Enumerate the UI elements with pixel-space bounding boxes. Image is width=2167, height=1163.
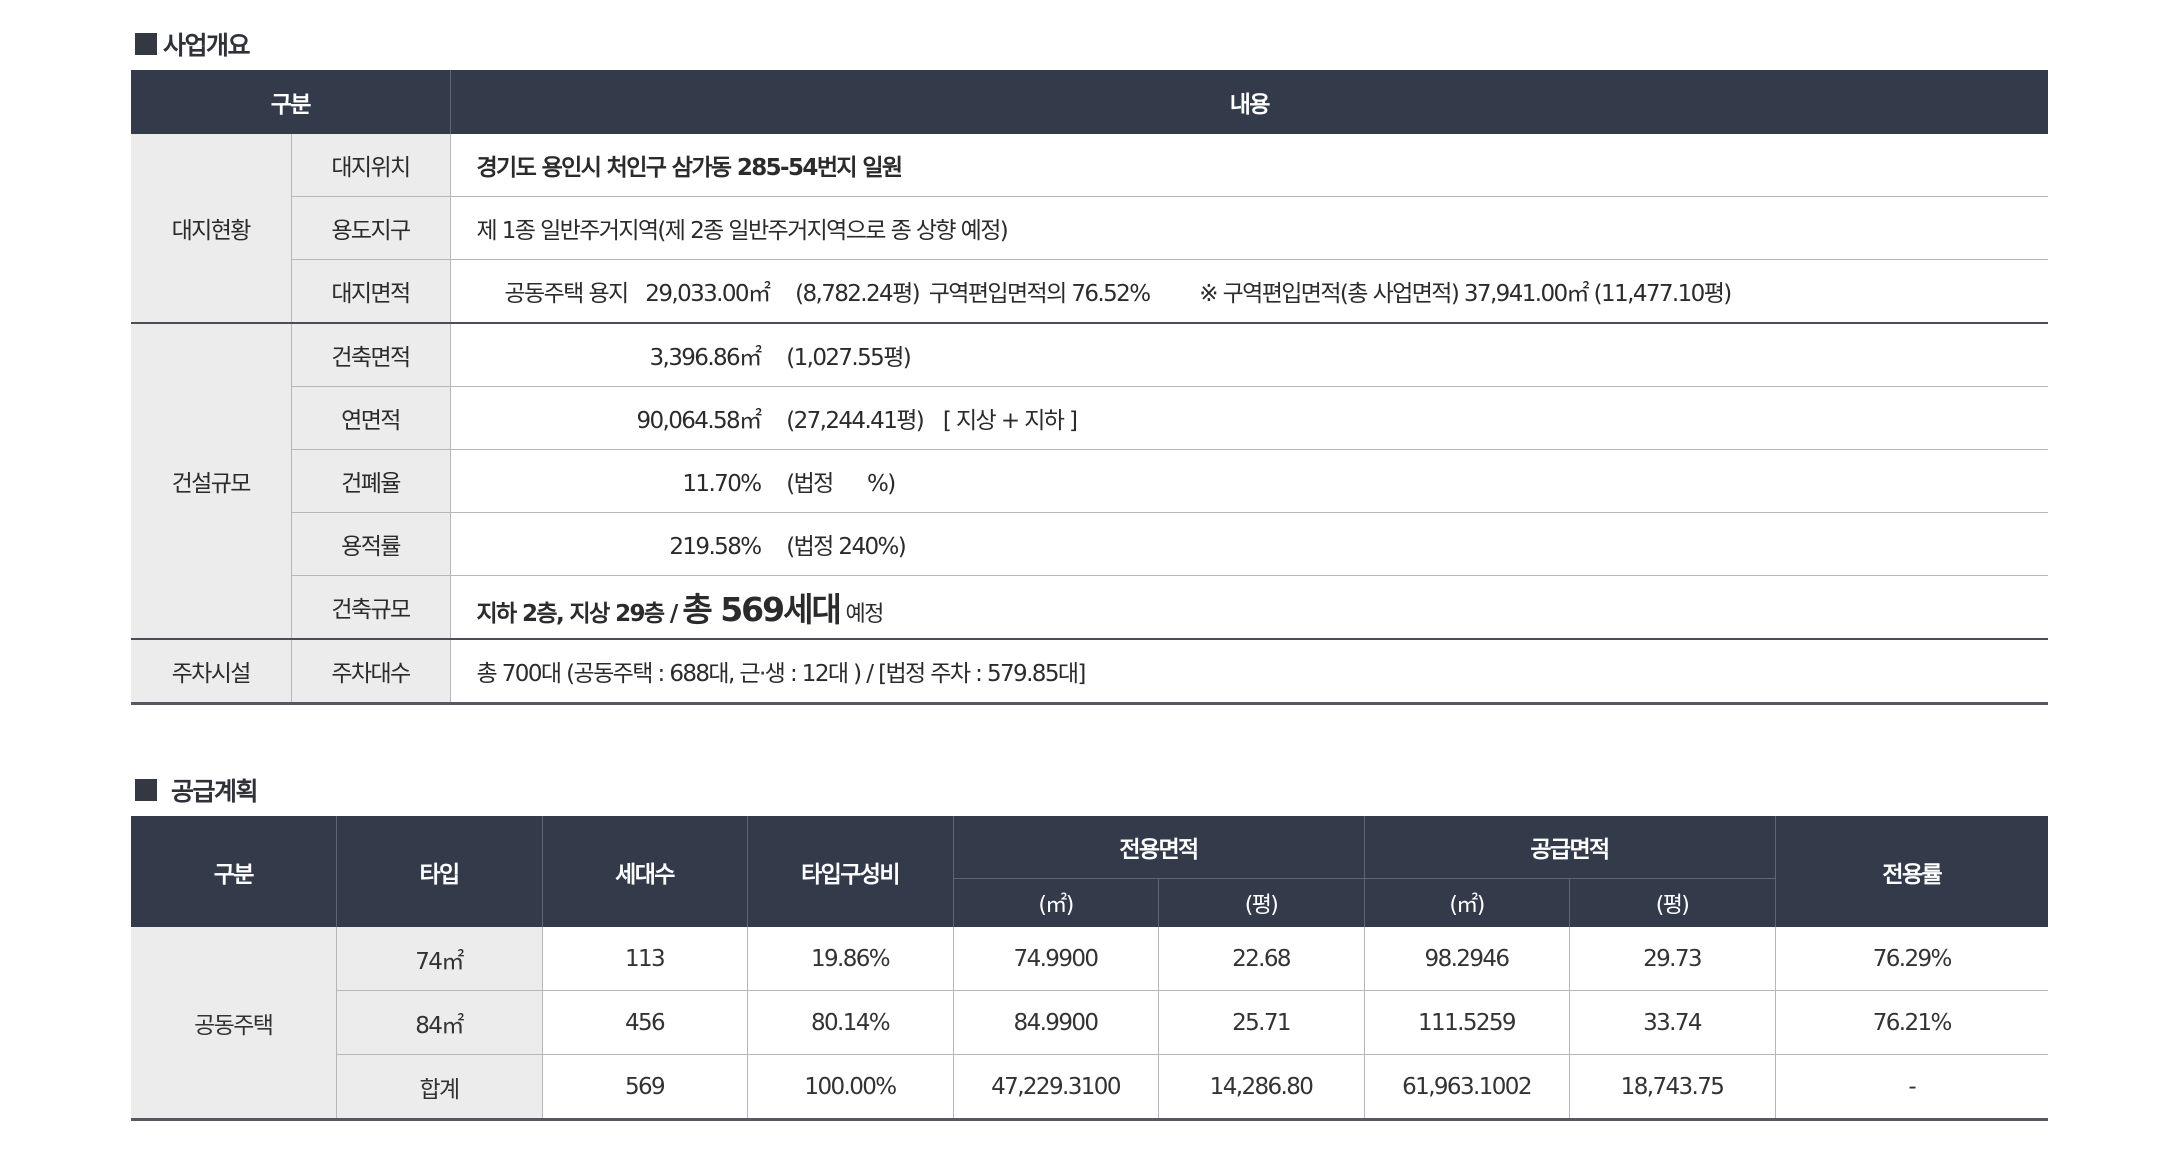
building-area-pyeong: (1,027.55평) [786, 345, 912, 371]
subheader-exclusive-pyeong: (평) [1157, 878, 1364, 927]
label-building-scale: 건축규모 [291, 575, 451, 640]
site-area-pyeong: (8,782.24평) [795, 281, 921, 307]
far-legal: (법정 240%) [786, 534, 907, 560]
gross-area-pyeong: (27,244.41평) [786, 408, 925, 434]
table-row: 공동주택 74㎡ 113 19.86% 74.9900 22.68 98.294… [131, 927, 2048, 1120]
section-title-supply: 공급계획 [135, 772, 259, 808]
site-area-ratio: 구역편입면적의 76.52% [928, 281, 1151, 307]
label-parking: 주차대수 [291, 639, 451, 704]
table-row: 건폐율 11.70% (법정 %) [131, 449, 2048, 513]
table-row: 연면적 90,064.58㎡ (27,244.41평) [ 지상 + 지하 ] [131, 386, 2048, 450]
header-exclusive-area: 전용면적 [952, 816, 1364, 879]
cell-ratio: 100.00% [746, 1054, 953, 1120]
label-gross-area: 연면적 [291, 386, 451, 450]
supply-table: 구분 타입 세대수 타입구성비 전용면적 공급면적 전용률 (㎡) (평) (㎡… [131, 816, 2048, 1121]
cell-ratio: 80.14% [746, 990, 953, 1055]
cell-supply-pyeong: 29.73 [1568, 927, 1775, 991]
cell-units: 569 [541, 1054, 747, 1120]
label-coverage: 건폐율 [291, 449, 451, 513]
value-coverage: 11.70% (법정 %) [450, 449, 2048, 513]
cell-exclusive-sqm: 74.9900 [952, 927, 1158, 991]
coverage-value: 11.70% [682, 471, 762, 497]
value-gross-area: 90,064.58㎡ (27,244.41평) [ 지상 + 지하 ] [450, 386, 2048, 450]
header-type: 타입 [335, 816, 542, 927]
value-building-area: 3,396.86㎡ (1,027.55평) [450, 323, 2048, 387]
table-row: 건축규모 지하 2층, 지상 29층 / 총 569세대 예정 [131, 575, 2048, 640]
table-row: 용적률 219.58% (법정 240%) [131, 512, 2048, 576]
cell-exclusive-sqm: 84.9900 [952, 990, 1158, 1055]
square-bullet-icon [135, 33, 157, 55]
gross-area-note: [ 지상 + 지하 ] [942, 408, 1078, 434]
cell-exclusive-rate: 76.21% [1774, 990, 2048, 1055]
subheader-supply-pyeong: (평) [1568, 878, 1775, 927]
value-parking: 총 700대 (공동주택 : 688대, 근·생 : 12대 ) / [법정 주… [450, 639, 2048, 704]
cell-supply-sqm: 98.2946 [1363, 927, 1569, 991]
label-zoning: 용도지구 [291, 196, 451, 260]
cell-exclusive-rate: - [1774, 1054, 2048, 1120]
subheader-exclusive-sqm: (㎡) [952, 878, 1158, 927]
overview-header-row: 구분 내용 [131, 70, 2048, 134]
category-apartment: 공동주택 [131, 927, 336, 1120]
header-supply-area: 공급면적 [1363, 816, 1775, 879]
header-category: 구분 [131, 816, 336, 927]
value-zoning: 제 1종 일반주거지역(제 2종 일반주거지역으로 종 상향 예정) [450, 196, 2048, 260]
table-row-total: 합계 569 100.00% 47,229.3100 14,286.80 61,… [131, 1054, 2048, 1120]
header-units: 세대수 [541, 816, 747, 927]
header-content: 내용 [449, 70, 2048, 134]
cell-exclusive-sqm: 47,229.3100 [952, 1054, 1158, 1120]
cell-supply-sqm: 111.5259 [1363, 990, 1569, 1055]
supply-header-row: 구분 타입 세대수 타입구성비 전용면적 공급면적 전용률 [131, 816, 2048, 927]
cell-units: 113 [541, 927, 747, 991]
value-building-scale: 지하 2층, 지상 29층 / 총 569세대 예정 [450, 575, 2048, 640]
cell-supply-pyeong: 33.74 [1568, 990, 1775, 1055]
section-title-overview: 사업개요 [135, 26, 251, 62]
cell-ratio: 19.86% [746, 927, 953, 991]
category-site: 대지현황 [131, 134, 292, 324]
table-row: 주차시설 주차대수 총 700대 (공동주택 : 688대, 근·생 : 12대… [131, 639, 2048, 704]
value-site-area: 공동주택 용지 29,033.00㎡ (8,782.24평) 구역편입면적의 7… [450, 259, 2048, 324]
cell-units: 456 [541, 990, 747, 1055]
label-location: 대지위치 [291, 134, 451, 197]
category-parking: 주차시설 [131, 639, 292, 704]
building-scale-planned: 예정 [845, 602, 885, 627]
cell-supply-sqm: 61,963.1002 [1363, 1054, 1569, 1120]
table-row: 용도지구 제 1종 일반주거지역(제 2종 일반주거지역으로 종 상향 예정) [131, 196, 2048, 260]
building-area-sqm: 3,396.86㎡ [649, 345, 762, 371]
overview-table: 구분 내용 대지현황 대지위치 경기도 용인시 처인구 삼가동 285-54번지… [131, 70, 2048, 705]
cell-exclusive-rate: 76.29% [1774, 927, 2048, 991]
label-building-area: 건축면적 [291, 323, 451, 387]
supply-subheader-row: (㎡) (평) (㎡) (평) [131, 878, 2048, 927]
label-site-area: 대지면적 [291, 259, 451, 324]
cell-type: 84㎡ [335, 990, 542, 1055]
far-value: 219.58% [669, 534, 762, 560]
cell-exclusive-pyeong: 22.68 [1157, 927, 1364, 991]
table-row: 대지면적 공동주택 용지 29,033.00㎡ (8,782.24평) 구역편입… [131, 259, 2048, 324]
header-category: 구분 [131, 70, 450, 134]
value-location: 경기도 용인시 처인구 삼가동 285-54번지 일원 [450, 134, 2048, 197]
site-area-sqm: 29,033.00㎡ [645, 281, 771, 307]
label-far: 용적률 [291, 512, 451, 576]
table-row: 대지현황 대지위치 경기도 용인시 처인구 삼가동 285-54번지 일원 [131, 134, 2048, 324]
header-exclusive-ratio: 전용률 [1774, 816, 2048, 927]
cell-exclusive-pyeong: 25.71 [1157, 990, 1364, 1055]
header-type-ratio: 타입구성비 [746, 816, 953, 927]
coverage-legal: (법정 %) [786, 471, 896, 497]
gross-area-sqm: 90,064.58㎡ [636, 408, 762, 434]
building-scale-floors: 지하 2층, 지상 29층 / [476, 601, 679, 627]
site-area-note: ※ 구역편입면적(총 사업면적) 37,941.00㎡ (11,477.10평) [1199, 281, 1732, 307]
value-far: 219.58% (법정 240%) [450, 512, 2048, 576]
building-scale-units: 총 569세대 [682, 590, 841, 629]
square-bullet-icon [135, 779, 157, 801]
cell-exclusive-pyeong: 14,286.80 [1157, 1054, 1364, 1120]
site-area-prefix: 공동주택 용지 [504, 281, 630, 307]
table-row: 건설규모 건축면적 3,396.86㎡ (1,027.55평) [131, 323, 2048, 640]
category-construction: 건설규모 [131, 323, 292, 640]
cell-type: 합계 [335, 1054, 542, 1120]
cell-type: 74㎡ [335, 927, 542, 991]
table-row: 84㎡ 456 80.14% 84.9900 25.71 111.5259 33… [131, 990, 2048, 1055]
subheader-supply-sqm: (㎡) [1363, 878, 1569, 927]
cell-supply-pyeong: 18,743.75 [1568, 1054, 1775, 1120]
